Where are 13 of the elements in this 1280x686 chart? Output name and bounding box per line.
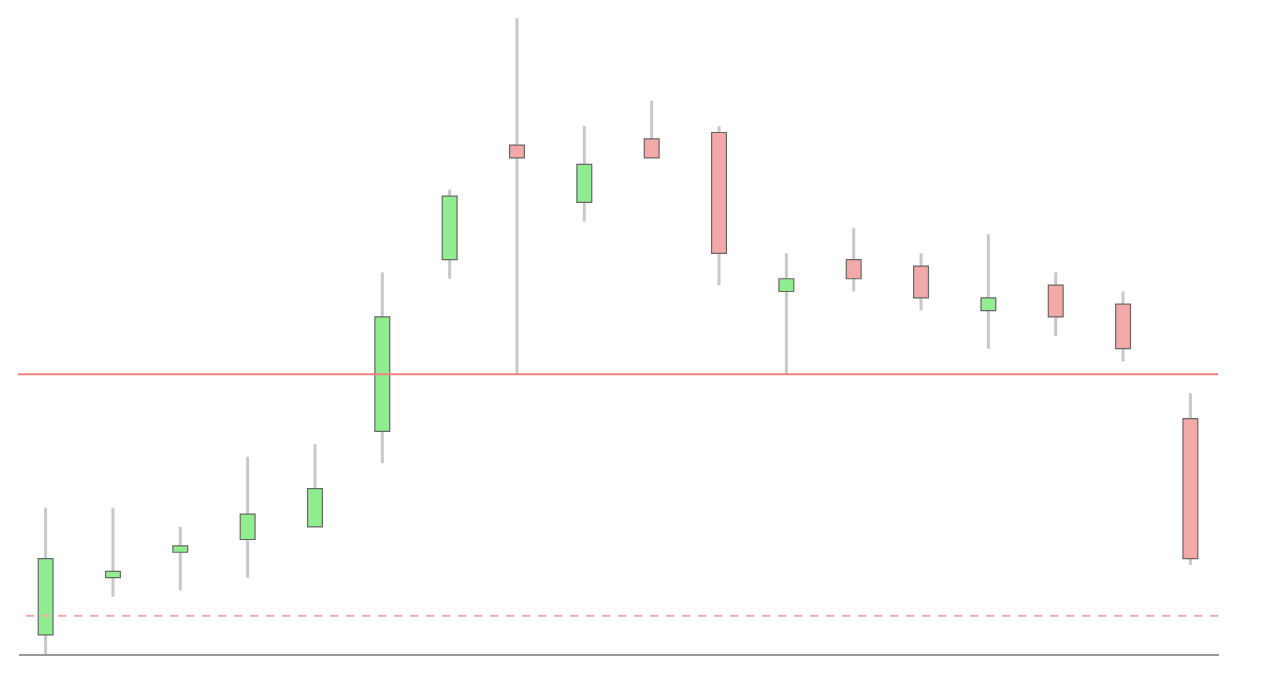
candlestick — [1115, 289, 1132, 363]
candlestick — [239, 455, 256, 580]
candlestick — [1047, 270, 1064, 338]
candlestick — [104, 506, 121, 599]
candlestick — [845, 226, 862, 293]
candlestick — [172, 525, 189, 592]
candlestick — [913, 251, 930, 313]
candlestick — [980, 232, 997, 351]
candlestick — [508, 16, 525, 376]
candlestick — [643, 99, 660, 160]
candlestick — [576, 124, 593, 224]
candlestick — [306, 442, 323, 529]
candlestick — [778, 251, 795, 376]
